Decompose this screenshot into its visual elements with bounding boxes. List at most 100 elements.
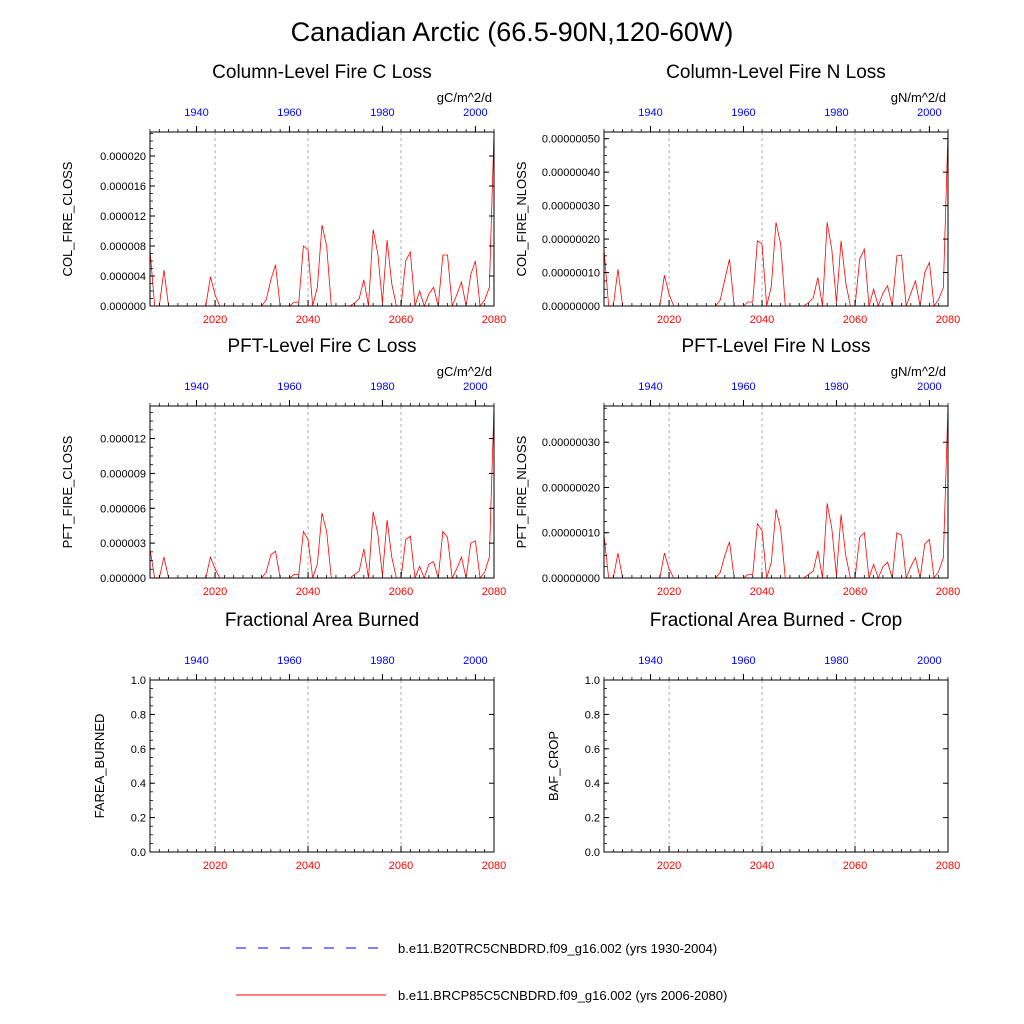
x-tick-label-top: 1980: [370, 655, 394, 667]
x-tick-label-bottom: 2080: [482, 314, 506, 326]
y-axis-label: COL_FIRE_CLOSS: [60, 161, 75, 276]
panel-title: Column-Level Fire C Loss: [212, 62, 432, 83]
x-tick-label-bottom: 2060: [843, 586, 867, 598]
x-tick-label-top: 1940: [638, 381, 662, 393]
y-tick-label: 1.0: [131, 675, 146, 687]
legend-label-rcp85: b.e11.BRCP85C5CNBDRD.f09_g16.002 (yrs 20…: [398, 988, 727, 1003]
plot-frame: [149, 679, 495, 853]
panel-title: PFT-Level Fire N Loss: [682, 336, 871, 357]
x-tick-label-top: 1960: [277, 381, 301, 393]
x-tick-label-bottom: 2060: [843, 314, 867, 326]
y-axis-label: BAF_CROP: [546, 731, 561, 801]
x-tick-label-top: 2000: [917, 655, 941, 667]
y-tick-label: 0.00000030: [542, 437, 600, 449]
y-tick-label: 1.0: [585, 675, 600, 687]
x-tick-label-top: 1960: [277, 655, 301, 667]
plot-frame: [603, 405, 949, 579]
y-tick-label: 0.00000030: [542, 201, 600, 213]
panel-3: PFT-Level Fire C Loss gC/m^2/d PFT_FIRE_CL…: [60, 336, 506, 598]
y-axis-label: PFT_FIRE_NLOSS: [514, 435, 529, 548]
x-tick-label-bottom: 2020: [203, 314, 227, 326]
panel-5: Fractional Area Burned FAREA_BURNED 0.0 0.2…: [92, 610, 506, 872]
y-tick-label: 0.000012: [100, 211, 146, 223]
y-tick-label: 0.00000040: [542, 167, 600, 179]
y-tick-label: 0.00000000: [542, 573, 600, 585]
y-tick-label: 0.8: [131, 709, 146, 721]
series-line-1: [149, 131, 495, 308]
y-tick-label: 0.000016: [100, 181, 146, 193]
plot-frame: [603, 679, 949, 853]
y-axis-label: COL_FIRE_NLOSS: [514, 161, 529, 276]
y-tick-label: 0.4: [131, 778, 146, 790]
x-tick-label-bottom: 2020: [657, 860, 681, 872]
y-tick-label: 0.00000020: [542, 234, 600, 246]
x-tick-label-bottom: 2080: [936, 586, 960, 598]
y-tick-label: 0.6: [585, 744, 600, 756]
x-tick-label-top: 1940: [638, 107, 662, 119]
x-tick-label-bottom: 2060: [389, 860, 413, 872]
x-tick-label-bottom: 2080: [482, 860, 506, 872]
x-tick-label-bottom: 2020: [657, 314, 681, 326]
plot-frame: [149, 405, 495, 579]
x-tick-label-top: 1960: [731, 381, 755, 393]
panels: Column-Level Fire C Loss gC/m^2/d COL_FIRE…: [60, 62, 960, 872]
y-tick-label: 0.2: [585, 813, 600, 825]
y-tick-label: 0.000020: [100, 151, 146, 163]
y-axis-label: PFT_FIRE_CLOSS: [60, 435, 75, 548]
plot-frame: [149, 131, 495, 307]
x-tick-label-bottom: 2060: [389, 586, 413, 598]
x-tick-label-top: 2000: [463, 381, 487, 393]
x-tick-label-top: 1980: [370, 381, 394, 393]
panel-title: PFT-Level Fire C Loss: [228, 336, 417, 357]
panel-title: Fractional Area Burned - Crop: [650, 610, 902, 631]
x-tick-label-bottom: 2080: [936, 314, 960, 326]
y-tick-label: 0.4: [585, 778, 600, 790]
y-tick-label: 0.6: [131, 744, 146, 756]
y-tick-label: 0.0: [131, 847, 146, 859]
y-tick-label: 0.000000: [100, 301, 146, 313]
x-tick-label-bottom: 2060: [843, 860, 867, 872]
x-tick-label-top: 1940: [184, 655, 208, 667]
y-tick-label: 0.000000: [100, 573, 146, 585]
x-tick-label-top: 1980: [824, 107, 848, 119]
y-tick-label: 0.000003: [100, 538, 146, 550]
plot-frame: [603, 131, 949, 307]
x-tick-label-top: 1980: [824, 381, 848, 393]
y-tick-label: 0.000004: [100, 271, 146, 283]
x-tick-label-bottom: 2040: [296, 314, 320, 326]
x-tick-label-bottom: 2040: [750, 860, 774, 872]
panel-6: Fractional Area Burned - Crop BAF_CROP 0.0…: [546, 610, 960, 872]
y-tick-label: 0.000006: [100, 503, 146, 515]
panel-1: Column-Level Fire C Loss gC/m^2/d COL_FIRE…: [60, 62, 506, 326]
series-line-1: [149, 405, 495, 580]
x-tick-label-top: 2000: [463, 655, 487, 667]
y-axis-label: FAREA_BURNED: [92, 714, 107, 819]
x-tick-label-bottom: 2060: [389, 314, 413, 326]
x-tick-label-bottom: 2040: [296, 586, 320, 598]
x-tick-label-top: 2000: [463, 107, 487, 119]
x-tick-label-top: 2000: [917, 107, 941, 119]
series-line-1: [603, 405, 949, 580]
y-tick-label: 0.8: [585, 709, 600, 721]
x-tick-label-top: 1960: [731, 655, 755, 667]
y-tick-label: 0.2: [131, 813, 146, 825]
x-tick-label-top: 1980: [370, 107, 394, 119]
x-tick-label-bottom: 2020: [203, 860, 227, 872]
x-tick-label-bottom: 2020: [203, 586, 227, 598]
y-tick-label: 0.00000010: [542, 528, 600, 540]
x-tick-label-top: 1960: [731, 107, 755, 119]
y-tick-label: 0.000009: [100, 468, 146, 480]
x-tick-label-bottom: 2040: [750, 586, 774, 598]
x-tick-label-top: 2000: [917, 381, 941, 393]
units-label: gC/m^2/d: [437, 90, 492, 105]
y-tick-label: 0.000008: [100, 241, 146, 253]
y-tick-label: 0.0: [585, 847, 600, 859]
y-tick-label: 0.00000050: [542, 134, 600, 146]
legend: b.e11.B20TRC5CNBDRD.f09_g16.002 (yrs 193…: [236, 941, 727, 1003]
series-line-1: [603, 131, 949, 308]
x-tick-label-bottom: 2020: [657, 586, 681, 598]
legend-label-historical: b.e11.B20TRC5CNBDRD.f09_g16.002 (yrs 193…: [398, 941, 717, 956]
panel-4: PFT-Level Fire N Loss gN/m^2/d PFT_FIRE_NL…: [514, 336, 960, 598]
panel-title: Column-Level Fire N Loss: [666, 62, 886, 83]
